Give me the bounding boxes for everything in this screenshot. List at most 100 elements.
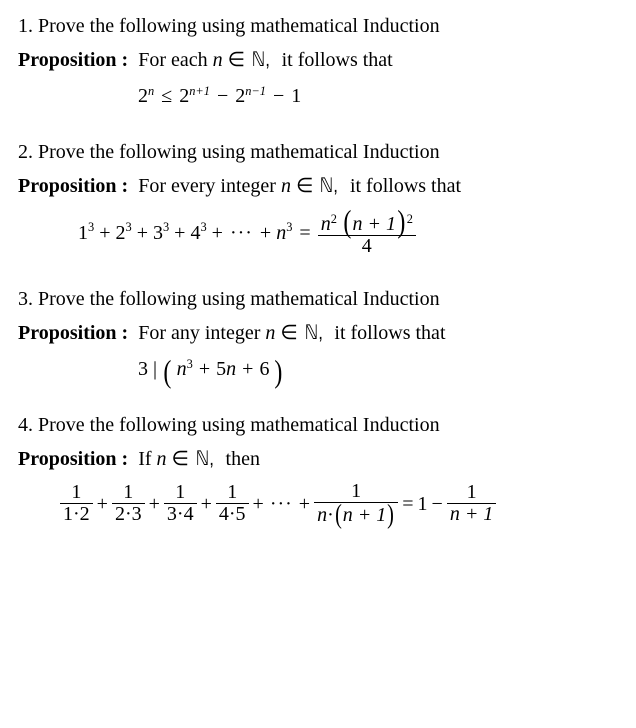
divisor: 3 [138,355,148,383]
rhs-frac: 1 n + 1 [447,482,497,525]
formula-4: 1 1·2 + 1 2·3 + 1 3·4 + 1 4·5 + ··· + 1 [60,481,618,526]
eq: = [401,490,414,518]
natural-numbers-symbol: ℕ, [252,46,270,74]
tn: n3 [276,219,292,247]
e: 3 [125,220,131,234]
leq-symbol: ≤ [158,82,175,110]
natural-numbers-symbol: ℕ, [320,172,338,200]
e: 3 [286,220,292,234]
n: 1 [68,482,84,503]
proposition-line: Proposition : For each n ∈ ℕ, it follows… [18,46,618,74]
e: 3 [187,357,193,371]
n: 1 [348,481,364,502]
c: 6 [259,358,269,380]
element-of-symbol: ∈ [296,175,313,197]
eq: = [296,219,313,247]
problem-prompt: Prove the following using mathematical I… [38,414,440,436]
element-of-symbol: ∈ [172,448,189,470]
n: 1 [172,482,188,503]
n: 1 [120,482,136,503]
f4: 1 4·5 [216,482,249,525]
lparen: ( [163,360,171,382]
one: 1 [418,490,428,518]
denominator: 4 [359,236,375,257]
inner: n + 1 [343,504,387,526]
b: 3 [153,222,163,244]
plus: + [148,490,161,518]
n: n [321,213,331,235]
t2-base: 2 [235,85,245,107]
rhs-fraction: n2 (n + 1)2 4 [318,208,416,257]
proposition-line: Proposition : For any integer n ∈ ℕ, it … [18,319,618,347]
t3: 33 [153,219,169,247]
d: n·(n + 1) [314,503,398,526]
dots: ··· [228,219,255,247]
proposition-pretext: For each [138,49,207,71]
f2: 1 2·3 [112,482,145,525]
b: 1 [78,222,88,244]
lparen: ( [343,210,351,232]
d: 2·3 [112,504,145,525]
t1-exp: n+1 [189,84,210,98]
problem-2: 2. Prove the following using mathematica… [18,138,618,257]
t2-exp: n−1 [245,84,266,98]
problem-number: 4. [18,414,33,436]
term1: 2n+1 [179,82,210,110]
proposition-label: Proposition : [18,322,128,344]
e: 3 [200,220,206,234]
term2: 2n−1 [235,82,266,110]
formula-3: 3 | ( n3 + 5n + 6 ) [138,355,618,383]
element-of-symbol: ∈ [280,322,297,344]
dot: · [327,504,334,526]
lhs-exp: n [148,84,154,98]
rparen: ) [387,505,394,524]
proposition-posttext: it follows that [282,49,393,71]
e: 3 [163,220,169,234]
term3: 1 [291,82,301,110]
proposition-label: Proposition : [18,448,128,470]
t1-base: 2 [179,85,189,107]
b: 2 [115,222,125,244]
problem-number-line: 2. Prove the following using mathematica… [18,138,618,166]
plus: + [96,490,109,518]
n: 1 [464,482,480,503]
proposition-var: n [265,322,275,344]
divides-symbol: | [152,355,158,383]
d: 1·2 [60,504,93,525]
plus: + [259,219,272,247]
t4: 43 [190,219,206,247]
d: 4·5 [216,504,249,525]
f1: 1 1·2 [60,482,93,525]
d: n + 1 [447,504,497,525]
problem-number: 2. [18,141,33,163]
b: 5n [216,358,236,380]
proposition-pretext: If [138,448,151,470]
plus: + [252,490,265,518]
n: 1 [224,482,240,503]
natural-numbers-symbol: ℕ, [304,319,322,347]
minus: − [431,490,444,518]
problem-number: 3. [18,288,33,310]
plus: + [298,490,311,518]
proposition-posttext: then [226,448,260,470]
plus: + [241,358,254,380]
problem-number: 1. [18,15,33,37]
dots: ··· [268,490,295,518]
flast: 1 n·(n + 1) [314,481,398,526]
b: 4 [190,222,200,244]
plus: + [200,490,213,518]
proposition-pretext: For every integer [138,175,276,197]
numerator: n2 (n + 1)2 [318,208,416,235]
problem-prompt: Prove the following using mathematical I… [38,15,440,37]
e: 2 [331,212,337,226]
inner: n3 + 5n + 6 [177,355,270,383]
proposition-var: n [213,49,223,71]
problem-number-line: 4. Prove the following using mathematica… [18,411,618,439]
problem-number-line: 1. Prove the following using mathematica… [18,12,618,40]
lhs-base: 2 [138,85,148,107]
problem-prompt: Prove the following using mathematical I… [38,288,440,310]
inner: n + 1 [353,213,397,235]
f3: 1 3·4 [164,482,197,525]
lhs: 2n [138,82,154,110]
e: 3 [88,220,94,234]
